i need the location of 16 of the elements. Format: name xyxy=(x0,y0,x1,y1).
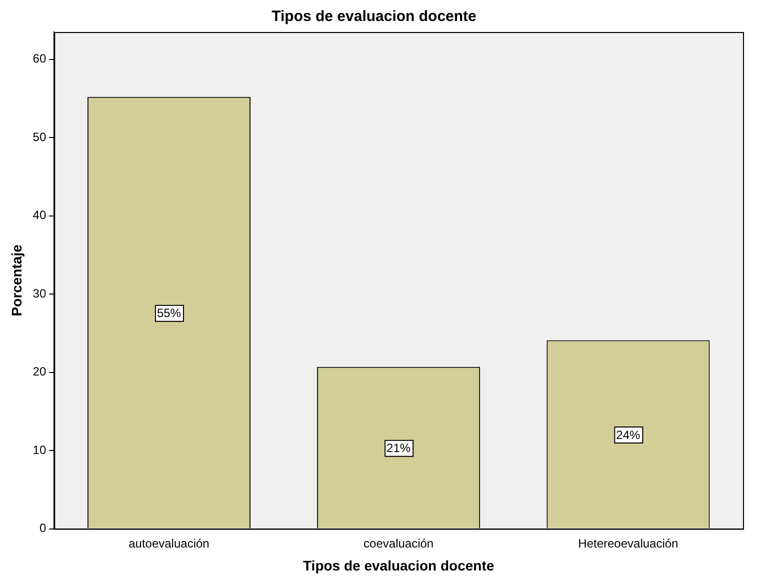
x-tick-label: coevaluación xyxy=(364,536,434,550)
y-tick-label: 20 xyxy=(32,364,46,379)
x-tick-label: Hetereoevaluación xyxy=(578,536,678,550)
y-tick-label: 40 xyxy=(32,208,46,222)
data-label: 55% xyxy=(156,306,182,320)
y-tick-label: 50 xyxy=(32,130,46,144)
data-label: 24% xyxy=(616,428,641,442)
y-tick-label: 0 xyxy=(39,521,46,536)
x-tick-label: autoevaluación xyxy=(128,536,210,550)
x-axis-title: Tipos de evaluacion docente xyxy=(303,557,494,574)
y-tick-label: 60 xyxy=(32,52,46,66)
data-label: 21% xyxy=(386,441,411,456)
y-tick-label: 10 xyxy=(32,442,46,457)
chart-title: Tipos de evaluacion docente xyxy=(272,8,476,26)
y-tick-label: 30 xyxy=(32,286,46,300)
y-axis-title: Porcentaje xyxy=(8,244,24,316)
